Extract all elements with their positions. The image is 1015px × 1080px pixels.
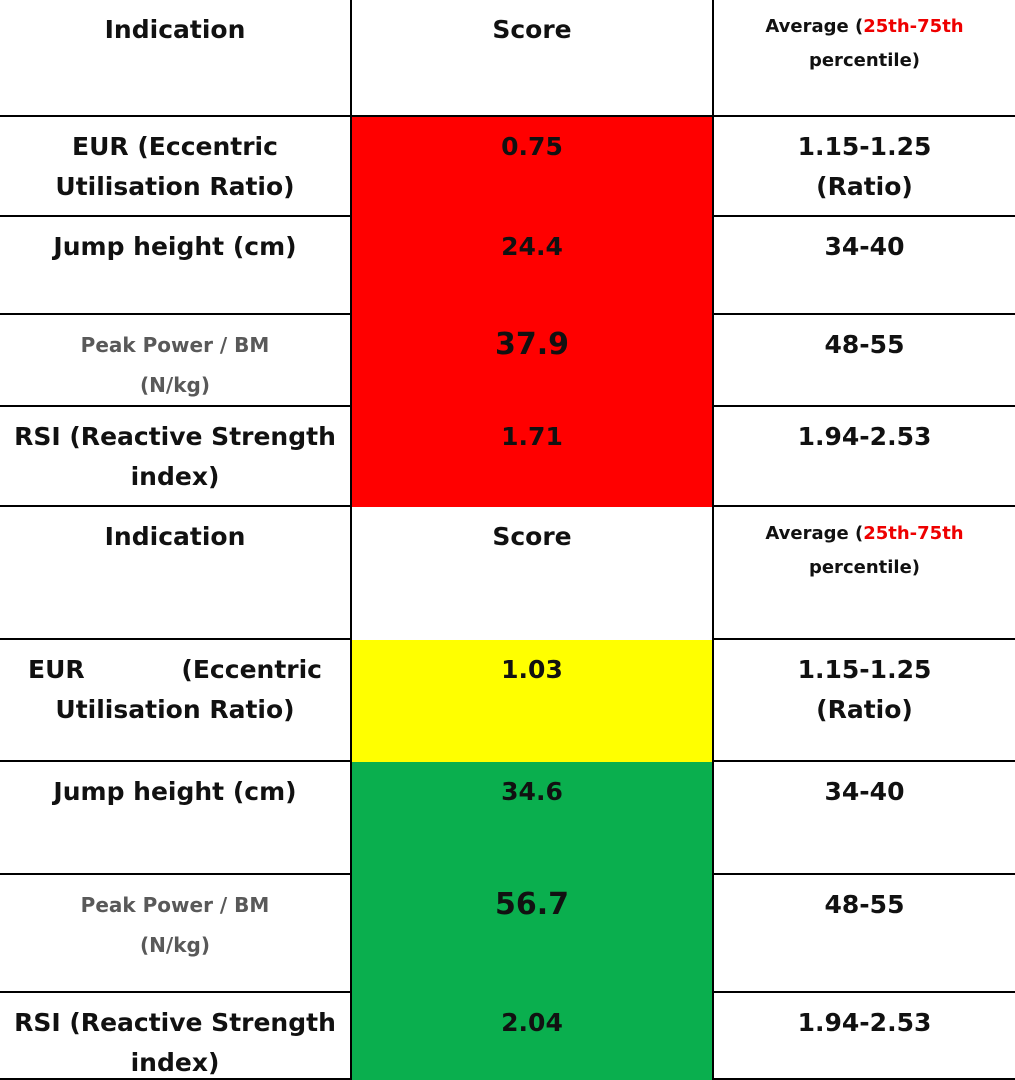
- score-cell: 37.9: [350, 315, 714, 407]
- indication-cell: Peak Power / BM (N/kg): [0, 875, 350, 993]
- indication-cell: RSI (Reactive Strength index): [0, 407, 350, 507]
- header-average: Average (25th-75th percentile): [714, 507, 1015, 640]
- indication-text: Jump height (cm): [53, 777, 297, 806]
- header-average-prefix: Average (: [765, 523, 864, 544]
- indication-cell: Peak Power / BM (N/kg): [0, 315, 350, 407]
- indication-cell: EUR (Eccentric Utilisation Ratio): [0, 640, 350, 762]
- average-text: (Ratio): [816, 695, 913, 724]
- average-text: 1.15-1.25: [797, 132, 932, 161]
- indication-cell: RSI (Reactive Strength index): [0, 993, 350, 1080]
- average-cell: 34-40: [714, 762, 1015, 875]
- header-average-suffix: percentile): [808, 50, 921, 71]
- average-text: 48-55: [824, 890, 905, 919]
- indication-cell: Jump height (cm): [0, 762, 350, 875]
- header-indication: Indication: [0, 507, 350, 640]
- score-cell: 2.04: [350, 993, 714, 1080]
- average-text: 1.94-2.53: [797, 1008, 932, 1037]
- average-cell: 1.15-1.25 (Ratio): [714, 117, 1015, 217]
- average-cell: 48-55: [714, 315, 1015, 407]
- indication-text: (N/kg): [140, 933, 210, 957]
- score-cell: 24.4: [350, 217, 714, 315]
- header-score: Score: [350, 0, 714, 117]
- score-cell: 0.75: [350, 117, 714, 217]
- average-text: 48-55: [824, 330, 905, 359]
- header-average-suffix: percentile): [808, 557, 921, 578]
- score-cell: 34.6: [350, 762, 714, 875]
- header-average-highlight: 25th-75th: [863, 523, 964, 544]
- indication-text: index): [130, 462, 220, 491]
- indication-cell: Jump height (cm): [0, 217, 350, 315]
- average-cell: 1.15-1.25 (Ratio): [714, 640, 1015, 762]
- score-cell: 56.7: [350, 875, 714, 993]
- indication-text: EUR (Eccentric: [72, 132, 278, 161]
- average-cell: 1.94-2.53: [714, 407, 1015, 507]
- average-text: 34-40: [824, 232, 905, 261]
- indication-text: Peak Power / BM: [80, 893, 270, 917]
- average-cell: 48-55: [714, 875, 1015, 993]
- indication-text: Utilisation Ratio): [55, 695, 295, 724]
- indication-cell: EUR (Eccentric Utilisation Ratio): [0, 117, 350, 217]
- header-score: Score: [350, 507, 714, 640]
- header-indication: Indication: [0, 0, 350, 117]
- average-text: (Ratio): [816, 172, 913, 201]
- indication-text: Jump height (cm): [53, 232, 297, 261]
- indication-text: EUR (Eccentric: [28, 655, 322, 684]
- average-cell: 34-40: [714, 217, 1015, 315]
- average-text: 34-40: [824, 777, 905, 806]
- header-average: Average (25th-75th percentile): [714, 0, 1015, 117]
- average-cell: 1.94-2.53: [714, 993, 1015, 1080]
- average-text: 1.94-2.53: [797, 422, 932, 451]
- indication-text: Utilisation Ratio): [55, 172, 295, 201]
- score-cell: 1.71: [350, 407, 714, 507]
- score-cell: 1.03: [350, 640, 714, 762]
- indication-text: RSI (Reactive Strength: [14, 422, 336, 451]
- header-average-highlight: 25th-75th: [863, 16, 964, 37]
- indication-text: index): [130, 1048, 220, 1077]
- header-average-prefix: Average (: [765, 16, 864, 37]
- indication-text: Peak Power / BM: [80, 333, 270, 357]
- average-text: 1.15-1.25: [797, 655, 932, 684]
- indication-text: RSI (Reactive Strength: [14, 1008, 336, 1037]
- indication-text: (N/kg): [140, 373, 210, 397]
